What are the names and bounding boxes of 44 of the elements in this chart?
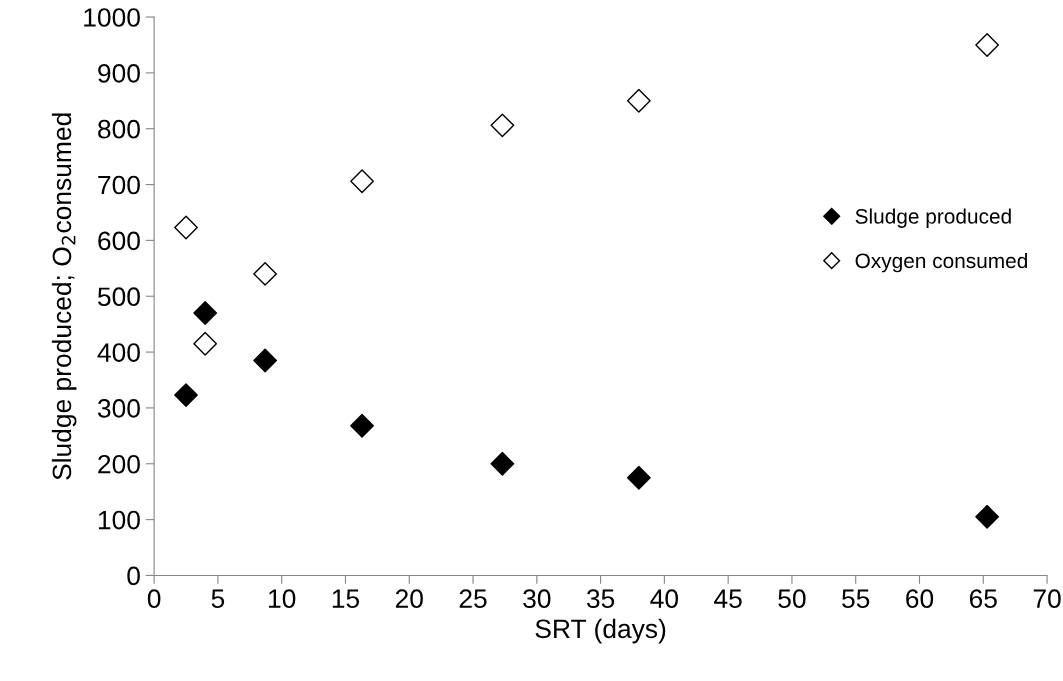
- y-tick-label: 500: [97, 287, 140, 307]
- x-tick-label: 25: [459, 589, 487, 609]
- point: [975, 504, 999, 529]
- x-tick-label: 20: [395, 589, 423, 609]
- x-tick-label: 60: [906, 589, 934, 609]
- point: [975, 33, 999, 57]
- y-axis-title: Sludge produced; O$_{2}$consumed: [51, 113, 77, 480]
- x-tick-label: 0: [147, 589, 161, 609]
- y-tick-label: 700: [98, 175, 140, 195]
- point: [350, 169, 374, 194]
- point: [626, 88, 651, 113]
- y-tick-label: 1000: [84, 8, 140, 27]
- x-tick-label: 35: [586, 589, 615, 609]
- legend-label: Sludge produced: [855, 208, 1011, 228]
- x-tick-label: 30: [523, 589, 551, 609]
- x-tick-label: 70: [1033, 589, 1061, 609]
- x-tick-label: 65: [969, 589, 997, 609]
- y-tick-label: 100: [98, 510, 140, 530]
- x-tick-label: 15: [332, 589, 360, 609]
- point: [490, 451, 515, 476]
- point: [626, 465, 651, 490]
- point: [253, 348, 278, 373]
- point: [350, 413, 374, 438]
- point: [490, 113, 515, 138]
- x-tick-label: 10: [269, 589, 296, 609]
- x-tick-label: 50: [778, 589, 806, 609]
- x-tick-label: 5: [211, 589, 225, 609]
- y-tick-label: 300: [97, 399, 140, 418]
- point: [174, 215, 198, 240]
- legend-label: Oxygen consumed: [855, 252, 1027, 273]
- point: [174, 383, 198, 407]
- y-tick-label: 800: [98, 119, 140, 139]
- y-tick-label: 400: [97, 343, 140, 362]
- point: [193, 331, 218, 356]
- point: [253, 262, 278, 286]
- point: [193, 301, 218, 325]
- x-tick-label: 55: [842, 589, 870, 609]
- y-tick-label: 200: [98, 454, 140, 474]
- y-tick-label: 0: [127, 566, 140, 586]
- x-tick-label: 40: [650, 589, 679, 609]
- x-axis-title: SRT (days): [535, 618, 666, 644]
- y-tick-label: 600: [98, 231, 140, 251]
- y-tick-label: 900: [98, 64, 140, 83]
- x-tick-label: 45: [714, 589, 742, 609]
